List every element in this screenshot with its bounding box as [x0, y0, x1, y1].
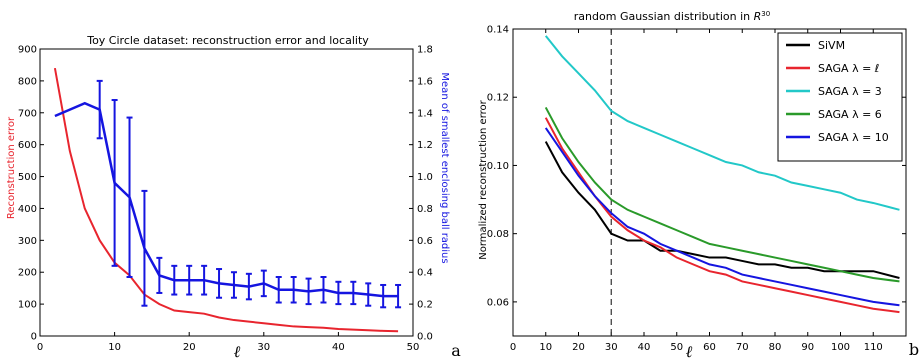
x-tick-label: 60 — [703, 342, 716, 353]
left-y-tick-label: 300 — [18, 236, 37, 247]
left-y-tick-label: 200 — [18, 268, 37, 279]
y-tick-label: 0.12 — [487, 93, 509, 104]
x-tick-label: 70 — [736, 342, 749, 353]
left-y-tick-label: 600 — [18, 140, 37, 151]
legend-box — [777, 32, 903, 162]
x-tick-label: 10 — [108, 342, 121, 353]
x-tick-label: 110 — [864, 342, 883, 353]
x-tick-label: 80 — [769, 342, 782, 353]
right-y-tick-label: 0.8 — [417, 204, 433, 215]
chart-b-plot-area: 0 10 20 30 40 50 60 70 80 90 100 110 0.06 0.08 0.10 0.1… — [487, 25, 907, 353]
x-tick-label: 40 — [332, 342, 345, 353]
left-y-tick-label: 500 — [18, 172, 37, 183]
left-y-tick-label: 800 — [18, 76, 37, 87]
series-line-3 — [544, 106, 900, 283]
x-tick-label: 50 — [670, 342, 683, 353]
right-y-tick-label: 0.0 — [417, 332, 433, 343]
right-y-tick-label: 1.2 — [417, 140, 433, 151]
right-y-tick-label: 0.4 — [417, 268, 433, 279]
x-tick-label: 10 — [539, 342, 552, 353]
left-y-tick-label: 400 — [18, 204, 37, 215]
panel-label-a: a — [451, 341, 461, 358]
chart-panel-a: Toy Circle dataset: reconstruction error… — [6, 34, 461, 358]
series-line-2 — [544, 35, 900, 211]
legend-label: SiVM — [818, 39, 845, 52]
chart-a-plot-area: 0 10 20 30 40 5001002003004005006007008009000… — [18, 45, 433, 354]
right-y-tick-label: 1.4 — [417, 108, 433, 119]
left-y-tick-label: 0 — [31, 332, 37, 343]
right-y-tick-label: 1.6 — [417, 76, 433, 87]
chart-b-xlabel: ℓ — [686, 342, 693, 358]
chart-a-left-ylabel: Reconstruction error — [6, 116, 17, 219]
panel-label-b: b — [909, 340, 919, 358]
x-tick-label: 20 — [572, 342, 585, 353]
chart-a-right-ylabel: Mean of smallest enclosing ball radius — [439, 72, 450, 263]
right-y-tick-label: 1.0 — [417, 172, 433, 183]
x-tick-label: 0 — [510, 342, 516, 353]
y-tick-label: 0.10 — [487, 161, 509, 172]
y-tick-label: 0.08 — [487, 229, 509, 240]
legend-label: SAGA λ = 3 — [818, 85, 882, 98]
x-tick-label: 0 — [37, 342, 43, 353]
series-line-1 — [544, 117, 900, 314]
right-y-tick-label: 1.8 — [417, 45, 433, 56]
legend-label: SAGA λ = 10 — [818, 131, 889, 144]
series-line-reconstruction-error — [53, 67, 399, 333]
x-tick-label: 50 — [407, 342, 420, 353]
left-y-tick-label: 700 — [18, 108, 37, 119]
chart-a-frame — [39, 48, 414, 337]
legend-label: SAGA λ = ℓ — [818, 62, 879, 75]
chart-b-title: random Gaussian distribution in R30 — [574, 10, 770, 23]
x-tick-label: 20 — [183, 342, 196, 353]
right-y-tick-label: 0.6 — [417, 236, 433, 247]
chart-a-title: Toy Circle dataset: reconstruction error… — [86, 34, 369, 47]
y-tick-label: 0.14 — [487, 25, 509, 36]
chart-panel-b: random Gaussian distribution in R30 0 10 2… — [478, 10, 919, 358]
series-line-0 — [544, 141, 900, 279]
y-tick-label: 0.06 — [487, 297, 509, 308]
chart-b-ylabel: Normalized reconstruction error — [478, 99, 489, 259]
x-tick-label: 40 — [638, 342, 651, 353]
x-tick-label: 30 — [257, 342, 270, 353]
right-y-tick-label: 0.2 — [417, 300, 433, 311]
x-tick-label: 90 — [801, 342, 814, 353]
left-y-tick-label: 100 — [18, 300, 37, 311]
left-y-tick-label: 900 — [18, 45, 37, 56]
x-tick-label: 30 — [605, 342, 618, 353]
legend-label: SAGA λ = 6 — [818, 108, 882, 121]
x-tick-label: 100 — [831, 342, 850, 353]
series-line-4 — [544, 127, 900, 307]
series-line-ball-radius — [54, 101, 399, 298]
chart-a-xlabel: ℓ — [234, 342, 241, 358]
